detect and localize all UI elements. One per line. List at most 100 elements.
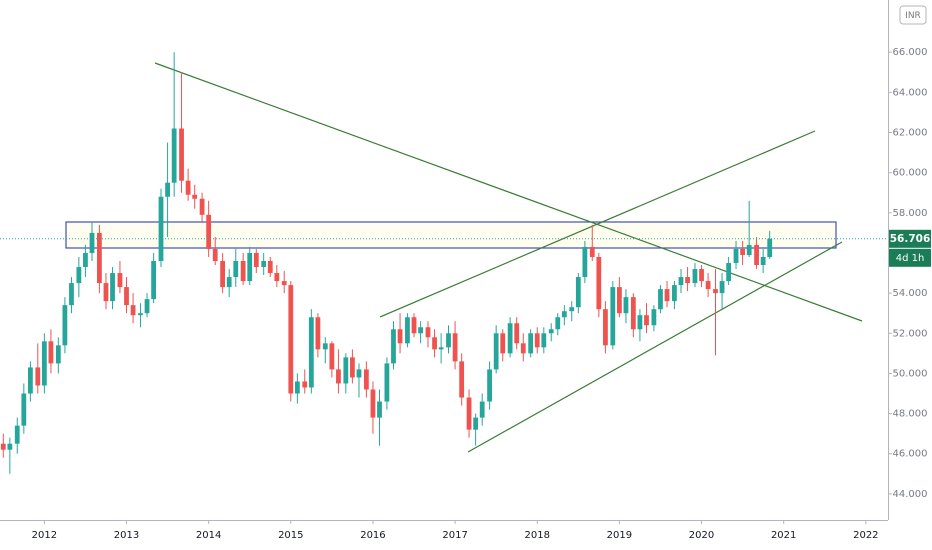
candle-body bbox=[302, 381, 308, 388]
candle-body bbox=[425, 327, 431, 338]
candle-body bbox=[610, 287, 616, 346]
candle-body bbox=[746, 244, 752, 255]
axes: 44.00046.00048.00050.00052.00054.00056.0… bbox=[0, 47, 931, 541]
candle-body bbox=[575, 277, 581, 308]
candle-body bbox=[733, 248, 739, 264]
candle-body bbox=[267, 261, 273, 274]
x-tick-label: 2016 bbox=[360, 530, 385, 541]
candle-body bbox=[589, 246, 595, 257]
candle-body bbox=[596, 256, 602, 310]
candle-body bbox=[261, 261, 267, 268]
candle-body bbox=[432, 337, 437, 350]
candle-body bbox=[377, 401, 382, 418]
candle-body bbox=[418, 327, 423, 334]
candle-body bbox=[206, 214, 212, 249]
candle-body bbox=[343, 357, 349, 384]
y-tick-label: 50.000 bbox=[893, 368, 928, 379]
candle-body bbox=[705, 281, 711, 290]
candle-body bbox=[452, 333, 458, 362]
candle-body bbox=[651, 309, 657, 326]
currency-box[interactable] bbox=[899, 5, 927, 25]
candle-body bbox=[336, 369, 341, 384]
candle-body bbox=[548, 329, 554, 334]
candle-body bbox=[397, 329, 403, 344]
candle-body bbox=[719, 281, 725, 294]
candle-body bbox=[411, 317, 417, 334]
candle-body bbox=[21, 393, 27, 426]
trendline bbox=[467, 241, 843, 453]
y-tick-label: 58.000 bbox=[893, 208, 928, 219]
candle-body bbox=[247, 252, 253, 282]
range-box bbox=[65, 221, 837, 249]
candle-body bbox=[27, 367, 33, 394]
candle-body bbox=[507, 323, 513, 354]
candle-body bbox=[630, 297, 636, 330]
candle-body bbox=[664, 289, 670, 302]
candle-body bbox=[603, 309, 608, 346]
y-tick-label: 44.000 bbox=[893, 489, 928, 500]
candle-body bbox=[493, 333, 499, 370]
candle-body bbox=[658, 289, 663, 310]
candle-body bbox=[405, 317, 410, 344]
candle-body bbox=[479, 401, 485, 418]
candle-body bbox=[692, 269, 698, 284]
candle-body bbox=[726, 263, 732, 282]
candle-body bbox=[500, 333, 506, 354]
candle-body bbox=[110, 273, 115, 302]
candle-body bbox=[144, 299, 150, 314]
candle-body bbox=[391, 329, 396, 364]
x-tick-label: 2021 bbox=[771, 530, 796, 541]
x-tick-label: 2022 bbox=[853, 530, 878, 541]
candle-body bbox=[288, 285, 294, 394]
countdown-box bbox=[889, 248, 931, 267]
candle-body bbox=[678, 277, 684, 286]
candles bbox=[0, 52, 773, 474]
candle-body bbox=[233, 261, 239, 278]
candle-body bbox=[7, 443, 13, 450]
candle-body bbox=[41, 341, 47, 386]
candle-body bbox=[528, 333, 534, 354]
candle-body bbox=[179, 128, 184, 181]
candle-body bbox=[55, 345, 61, 364]
y-tick-label: 60.000 bbox=[893, 168, 928, 179]
candle-body bbox=[685, 277, 690, 284]
candle-body bbox=[151, 261, 157, 300]
candle-body bbox=[185, 180, 191, 195]
candle-body bbox=[754, 244, 759, 266]
candle-body bbox=[582, 246, 588, 278]
y-tick-label: 48.000 bbox=[893, 409, 928, 420]
candle-body bbox=[459, 361, 465, 398]
candle-body bbox=[699, 269, 704, 282]
candle-body bbox=[644, 315, 649, 326]
candle-body bbox=[350, 357, 355, 378]
x-tick-label: 2019 bbox=[607, 530, 632, 541]
candle-body bbox=[165, 182, 170, 197]
candle-body bbox=[212, 248, 218, 262]
candle-body bbox=[199, 198, 205, 215]
candle-body bbox=[76, 267, 82, 284]
last-price-box bbox=[889, 229, 931, 248]
candle-body bbox=[69, 283, 74, 306]
x-tick-label: 2015 bbox=[278, 530, 303, 541]
candle-body bbox=[226, 277, 232, 288]
candle-body bbox=[240, 261, 246, 282]
candle-body bbox=[760, 256, 766, 266]
candle-body bbox=[0, 443, 6, 450]
candle-body bbox=[514, 323, 520, 344]
y-tick-label: 64.000 bbox=[893, 87, 928, 98]
candle-body bbox=[623, 297, 629, 314]
candle-body bbox=[62, 305, 68, 346]
x-tick-label: 2017 bbox=[442, 530, 467, 541]
candle-body bbox=[541, 333, 547, 348]
candle-body bbox=[130, 305, 136, 316]
candle-body bbox=[35, 367, 41, 386]
candle-body bbox=[158, 196, 164, 262]
candle-body bbox=[446, 333, 451, 348]
candle-body bbox=[274, 273, 280, 282]
candle-body bbox=[356, 369, 362, 378]
x-tick-label: 2013 bbox=[114, 530, 139, 541]
candle-body bbox=[438, 347, 444, 350]
candle-body bbox=[767, 238, 773, 257]
candle-body bbox=[672, 285, 677, 302]
